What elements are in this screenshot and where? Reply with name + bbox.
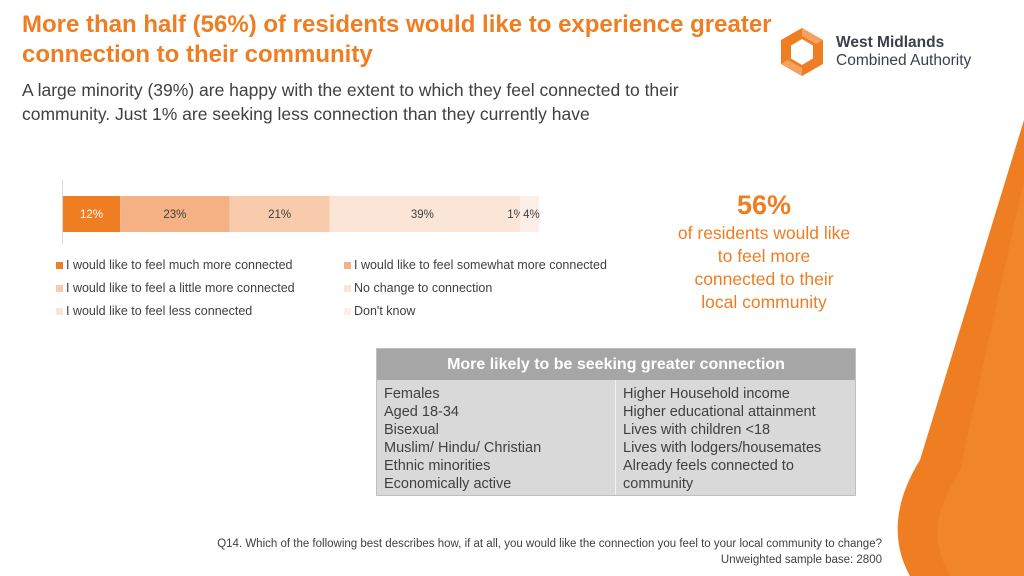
table-item: Higher Household income bbox=[623, 386, 790, 402]
page-subtitle: A large minority (39%) are happy with th… bbox=[22, 80, 679, 124]
table-item: Lives with children <18 bbox=[623, 422, 771, 438]
profile-table-header: More likely to be seeking greater connec… bbox=[377, 349, 855, 380]
legend-item-2: I would like to feel somewhat more conne… bbox=[344, 258, 607, 272]
wmca-logo: West Midlands Combined Authority bbox=[776, 26, 1006, 78]
bar-label-4: 39% bbox=[411, 209, 434, 221]
legend-label: Don't know bbox=[354, 304, 416, 318]
legend-item-4: No change to connection bbox=[344, 281, 492, 295]
chart-legend: I would like to feel much more connected… bbox=[56, 258, 656, 328]
stacked-bar-chart: 12% 23% 21% 39% 1% 4% bbox=[62, 180, 542, 240]
table-item: Aged 18-34 bbox=[384, 404, 459, 420]
footnote-question: Q14. Which of the following best describ… bbox=[217, 538, 882, 550]
footnote: Q14. Which of the following best describ… bbox=[217, 536, 882, 568]
bar-label-6: 4% bbox=[523, 209, 540, 221]
table-item: Economically active bbox=[384, 476, 512, 492]
legend-swatch bbox=[56, 261, 63, 269]
legend-label: I would like to feel a little more conne… bbox=[66, 281, 295, 295]
bar-segment-6 bbox=[519, 196, 539, 232]
legend-label: I would like to feel less connected bbox=[66, 304, 253, 318]
bar-segment-3 bbox=[229, 196, 330, 232]
table-item: Higher educational attainment bbox=[623, 404, 816, 420]
profile-table-left-column: Females Aged 18-34 Bisexual Muslim/ Hindu/ … bbox=[377, 380, 616, 495]
profile-table: More likely to be seeking greater connec… bbox=[376, 348, 856, 496]
stacked-bar-svg: 12% 23% 21% 39% 1% 4% bbox=[63, 196, 540, 232]
key-stat: 56% of residents would like to feel more… bbox=[676, 188, 852, 314]
legend-label: I would like to feel much more connected bbox=[66, 258, 293, 272]
table-item: Bisexual bbox=[384, 422, 439, 438]
legend-swatch bbox=[344, 261, 351, 269]
legend-swatch bbox=[56, 284, 63, 292]
key-stat-text: of residents would like to feel more con… bbox=[677, 223, 851, 312]
legend-item-1: I would like to feel much more connected bbox=[56, 258, 293, 272]
table-item: community bbox=[623, 476, 694, 492]
legend-item-6: Don't know bbox=[344, 304, 415, 318]
logo-line-1: West Midlands bbox=[836, 34, 945, 51]
bar-label-2: 23% bbox=[163, 209, 186, 221]
table-item: Ethnic minorities bbox=[384, 458, 491, 474]
table-item: Females bbox=[384, 386, 440, 402]
bar-label-1: 12% bbox=[80, 209, 103, 221]
legend-swatch bbox=[344, 307, 351, 315]
table-item: Already feels connected to bbox=[623, 458, 794, 474]
profile-table-right-column: Higher Household income Higher educationa… bbox=[616, 380, 855, 495]
legend-label: No change to connection bbox=[354, 281, 493, 295]
key-stat-percent: 56% bbox=[736, 190, 792, 220]
wmca-logo-icon bbox=[781, 28, 823, 76]
bar-segment-1 bbox=[63, 196, 121, 232]
legend-swatch bbox=[56, 307, 63, 315]
legend-label: I would like to feel somewhat more conne… bbox=[354, 258, 607, 272]
page-title: More than half (56%) of residents would … bbox=[22, 11, 772, 68]
decorative-corner-shape bbox=[897, 120, 1024, 576]
bar-label-3: 21% bbox=[268, 209, 291, 221]
table-item: Lives with lodgers/housemates bbox=[623, 440, 822, 456]
table-item: Muslim/ Hindu/ Christian bbox=[384, 440, 542, 456]
logo-line-2: Combined Authority bbox=[836, 52, 972, 69]
legend-item-5: I would like to feel less connected bbox=[56, 304, 252, 318]
footnote-sample-base: Unweighted sample base: 2800 bbox=[720, 554, 882, 566]
chart-axis-line bbox=[62, 180, 63, 244]
bar-segment-4 bbox=[329, 196, 516, 232]
legend-swatch bbox=[344, 284, 351, 292]
bar-segment-5 bbox=[515, 196, 520, 232]
bar-segment-2 bbox=[120, 196, 230, 232]
bar-label-5: 1% bbox=[507, 209, 524, 221]
legend-item-3: I would like to feel a little more conne… bbox=[56, 281, 295, 295]
